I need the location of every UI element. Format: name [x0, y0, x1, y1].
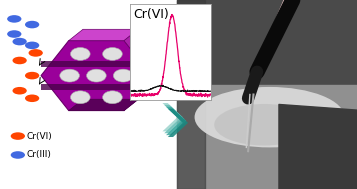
Circle shape [25, 42, 39, 49]
Ellipse shape [114, 69, 133, 82]
Ellipse shape [71, 47, 90, 60]
Text: Cr(VI): Cr(VI) [134, 8, 169, 21]
Polygon shape [41, 41, 152, 111]
Ellipse shape [60, 69, 79, 82]
Circle shape [12, 87, 27, 94]
Ellipse shape [195, 87, 345, 147]
Circle shape [7, 15, 21, 23]
Polygon shape [162, 103, 183, 131]
Bar [41, 84, 152, 90]
Bar [41, 61, 152, 67]
Polygon shape [69, 99, 139, 111]
Ellipse shape [214, 104, 314, 146]
Text: Cr(III): Cr(III) [27, 150, 52, 160]
Circle shape [11, 132, 25, 140]
Ellipse shape [103, 47, 122, 60]
Ellipse shape [71, 91, 90, 104]
Circle shape [7, 30, 21, 38]
Circle shape [25, 72, 39, 79]
Circle shape [150, 53, 164, 60]
Ellipse shape [103, 91, 122, 104]
Text: Cr(VI): Cr(VI) [27, 132, 52, 141]
Polygon shape [168, 109, 188, 137]
Circle shape [139, 38, 154, 45]
Ellipse shape [86, 69, 106, 82]
Circle shape [12, 57, 27, 64]
Circle shape [29, 49, 43, 57]
Polygon shape [124, 29, 166, 76]
Circle shape [11, 151, 25, 159]
Polygon shape [166, 107, 186, 135]
Circle shape [25, 21, 39, 28]
Circle shape [12, 38, 27, 45]
Circle shape [143, 68, 157, 76]
Circle shape [25, 94, 39, 102]
Polygon shape [164, 105, 185, 133]
Polygon shape [69, 29, 139, 41]
Polygon shape [124, 64, 166, 111]
